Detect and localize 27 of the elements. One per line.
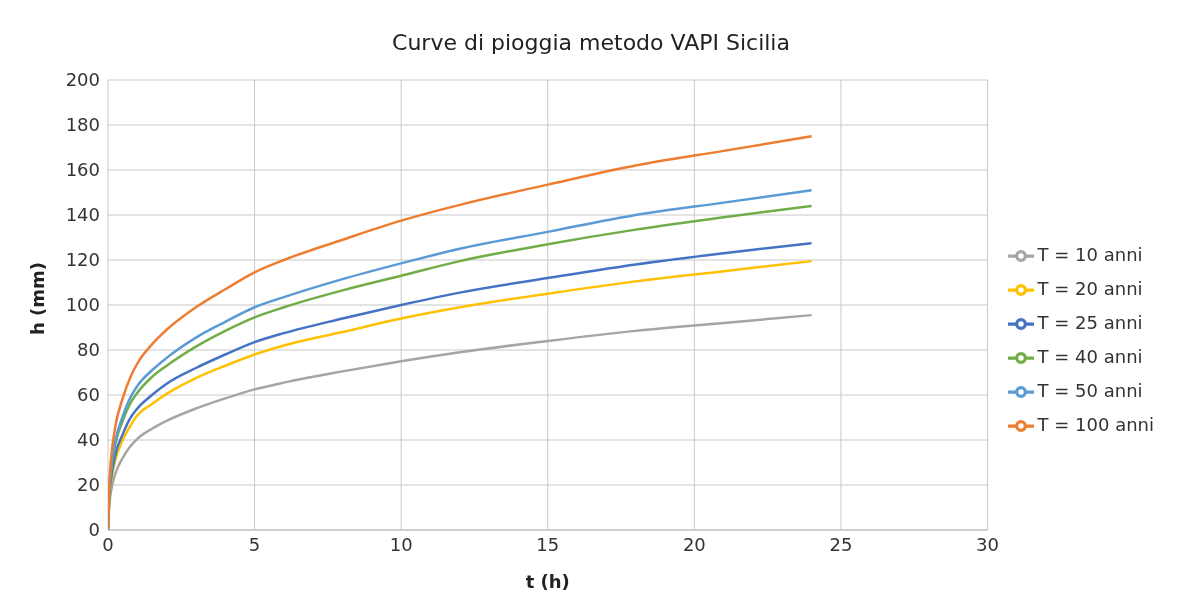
legend-label: T = 40 anni bbox=[1037, 346, 1143, 367]
y-tick-label: 140 bbox=[65, 204, 100, 226]
legend-label: T = 10 anni bbox=[1037, 244, 1143, 265]
y-tick-label: 160 bbox=[65, 159, 100, 181]
y-tick-label: 0 bbox=[88, 519, 100, 541]
x-tick-label: 30 bbox=[976, 533, 999, 555]
y-tick-label: 40 bbox=[77, 429, 100, 451]
y-tick-label: 100 bbox=[65, 294, 100, 316]
y-tick-label: 60 bbox=[77, 384, 100, 406]
chart-title: Curve di pioggia metodo VAPI Sicilia bbox=[391, 29, 791, 57]
x-tick-label: 20 bbox=[682, 533, 706, 555]
x-tick-label: 15 bbox=[536, 533, 560, 555]
x-axis-title: t (h) bbox=[525, 571, 570, 592]
x-tick-label: 0 bbox=[102, 533, 114, 555]
y-tick-label: 200 bbox=[65, 69, 100, 91]
y-axis-title: h (mm) bbox=[27, 261, 49, 335]
y-tick-label: 80 bbox=[77, 339, 100, 361]
x-tick-label: 10 bbox=[389, 533, 413, 555]
y-tick-label: 20 bbox=[77, 474, 100, 496]
legend-label: T = 100 anni bbox=[1037, 414, 1154, 435]
legend-label: T = 50 anni bbox=[1037, 380, 1143, 401]
y-tick-label: 120 bbox=[65, 249, 100, 271]
x-tick-label: 25 bbox=[829, 533, 853, 555]
x-tick-label: 5 bbox=[248, 533, 261, 555]
legend-label: T = 20 anni bbox=[1037, 278, 1143, 299]
y-tick-label: 180 bbox=[65, 114, 100, 136]
legend-label: T = 25 anni bbox=[1037, 312, 1143, 333]
